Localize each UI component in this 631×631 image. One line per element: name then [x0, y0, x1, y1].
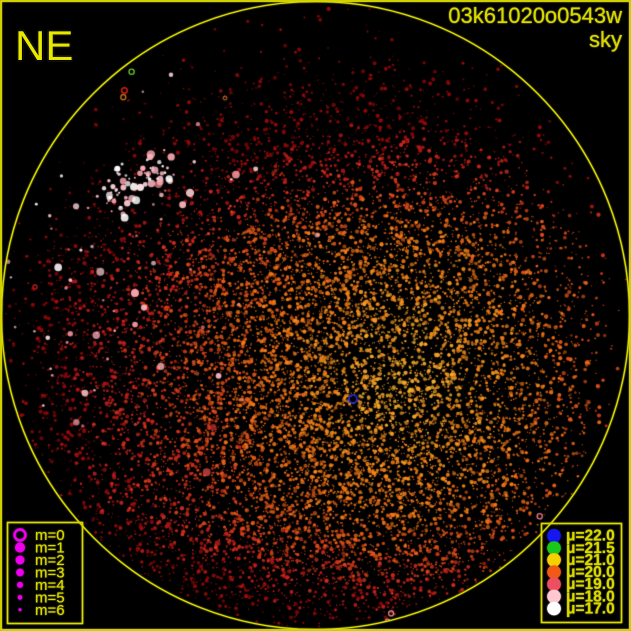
svg-text:03k61020o0543w: 03k61020o0543w — [448, 3, 622, 28]
svg-text:μ=17.0: μ=17.0 — [566, 600, 615, 617]
svg-text:NE: NE — [15, 22, 73, 69]
svg-text:sky: sky — [589, 27, 622, 52]
svg-text:m=6: m=6 — [35, 602, 65, 619]
